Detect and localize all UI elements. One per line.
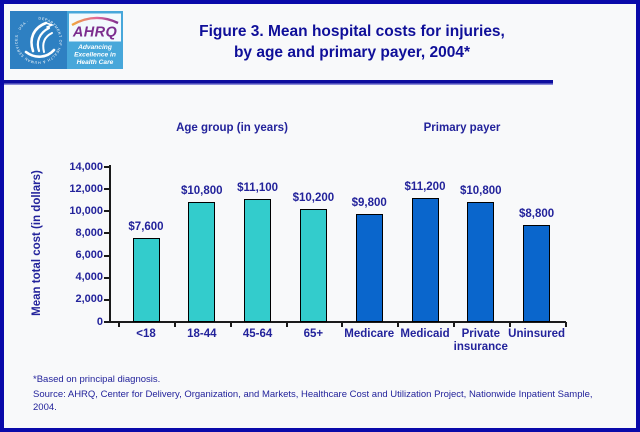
y-tick xyxy=(104,298,109,301)
header-divider xyxy=(4,80,553,85)
x-tick xyxy=(285,322,288,327)
footnote-source: Source: AHRQ, Center for Delivery, Organ… xyxy=(33,389,593,413)
y-tick-label: 14,000 xyxy=(69,160,103,173)
bar-18-44 xyxy=(188,202,216,322)
bar-value-label: $10,800 xyxy=(181,185,223,197)
x-category-label: <18 xyxy=(136,328,156,340)
y-axis-line xyxy=(109,165,111,323)
y-axis-title: Mean total cost (in dollars) xyxy=(31,170,43,316)
x-tick xyxy=(229,322,232,327)
group-label-payer: Primary payer xyxy=(423,122,501,134)
x-category-label: 18-44 xyxy=(187,328,217,340)
x-category-label: 65+ xyxy=(303,328,324,340)
x-tick xyxy=(508,322,511,327)
y-tick xyxy=(104,254,109,257)
bar-value-label: $10,800 xyxy=(460,185,502,197)
y-tick xyxy=(104,210,109,213)
bar-value-label: $11,100 xyxy=(237,182,279,194)
x-category-label: Uninsured xyxy=(508,328,566,340)
bar-private-insurance xyxy=(467,202,495,322)
bar-value-label: $11,200 xyxy=(404,181,446,193)
x-tick xyxy=(173,322,176,327)
x-tick xyxy=(452,322,455,327)
bar-<18 xyxy=(132,238,160,322)
bar-45-64 xyxy=(244,199,272,322)
x-category-label: Medicaid xyxy=(400,328,450,340)
y-tick-label: 6,000 xyxy=(75,249,103,262)
bar-65+ xyxy=(299,209,327,322)
x-category-label: Private insurance xyxy=(453,328,508,353)
x-tick xyxy=(118,322,121,327)
bar-value-label: $9,800 xyxy=(351,197,387,209)
y-tick-label: 8,000 xyxy=(75,226,103,239)
ahrq-logo: DEPARTMENT OF HEALTH & HUMAN SERVICES · … xyxy=(10,11,123,69)
group-label-age: Age group (in years) xyxy=(176,122,288,134)
x-tick xyxy=(397,322,400,327)
figure-title-line2: by age and primary payer, 2004* xyxy=(233,44,471,61)
bar-value-label: $8,800 xyxy=(519,208,555,220)
bar-medicare xyxy=(355,214,383,322)
ahrq-tagline-line3: Health Care xyxy=(77,59,114,66)
y-tick-label: 2,000 xyxy=(75,293,103,306)
y-tick-label: 0 xyxy=(96,315,103,328)
y-tick xyxy=(104,232,109,235)
ahrq-tagline-line2: Excellence in xyxy=(74,52,116,59)
hhs-eagle-icon xyxy=(24,21,56,58)
figure-title: Figure 3. Mean hospital costs for injuri… xyxy=(82,21,622,63)
footnote-asterisk: *Based on principal diagnosis. xyxy=(33,374,161,385)
y-tick-label: 4,000 xyxy=(75,271,103,284)
y-tick-label: 12,000 xyxy=(69,182,103,195)
y-tick-label: 10,000 xyxy=(69,204,103,217)
bar-value-label: $7,600 xyxy=(128,221,164,233)
bar-value-label: $10,200 xyxy=(292,192,335,204)
bar-medicaid xyxy=(411,198,439,322)
x-category-label: 45-64 xyxy=(242,328,273,340)
x-category-label: Medicare xyxy=(344,328,395,340)
ahrq-tagline-line1: Advancing xyxy=(77,44,112,51)
ahrq-wordmark: AHRQ xyxy=(72,25,118,41)
x-axis-line xyxy=(109,321,566,323)
x-tick xyxy=(564,322,567,327)
x-tick xyxy=(341,322,344,327)
y-tick xyxy=(104,166,109,168)
y-tick xyxy=(104,188,109,191)
y-tick xyxy=(104,321,109,323)
y-tick xyxy=(104,276,109,279)
bar-uninsured xyxy=(523,225,551,322)
ahrq-rainbow-arc xyxy=(71,16,119,27)
figure-title-line1: Figure 3. Mean hospital costs for injuri… xyxy=(199,23,505,40)
